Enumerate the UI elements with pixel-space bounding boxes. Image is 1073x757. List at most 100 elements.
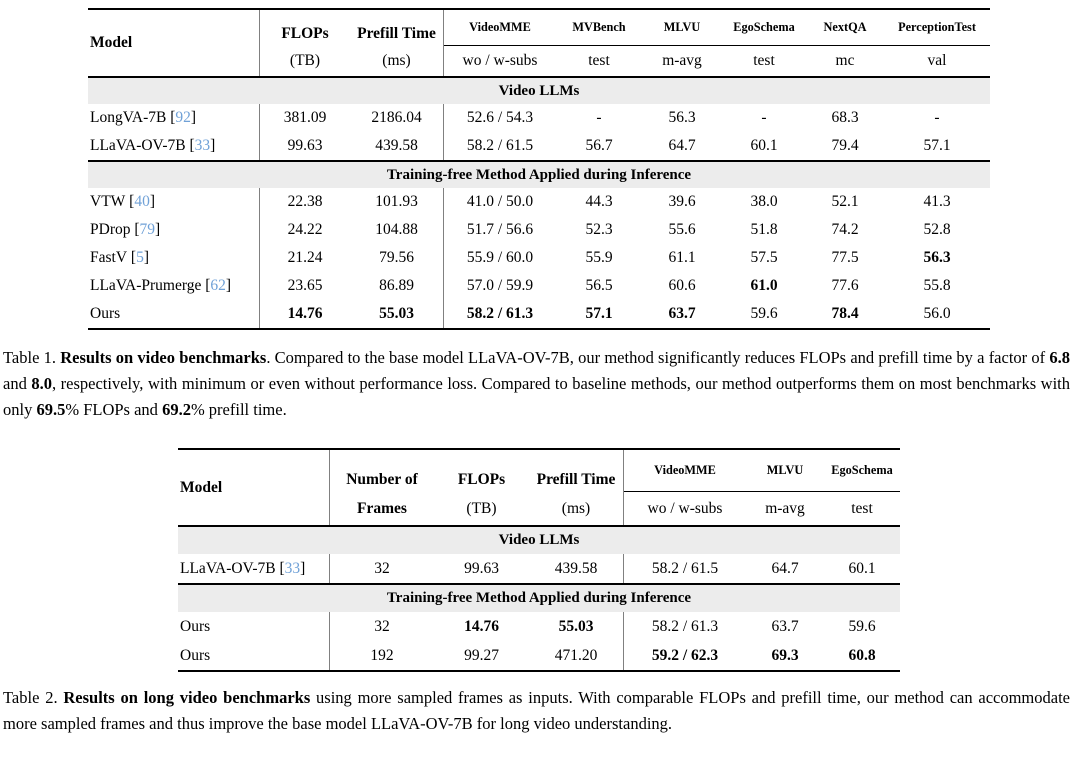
caption-bold-text: 8.0: [31, 373, 52, 393]
table1: Model FLOPs (TB) Prefill Time (ms) Video…: [88, 8, 990, 330]
col-header-model: Model: [88, 10, 260, 76]
col-header-mlvu: MLVU m-avg: [746, 450, 824, 525]
value-cell: 79.4: [831, 137, 859, 154]
value-cell: 58.2 / 61.3: [651, 617, 719, 635]
model-name: Ours: [180, 646, 211, 664]
citation-number[interactable]: 5: [136, 249, 144, 266]
value-cell: 61.1: [668, 249, 696, 266]
citation[interactable]: [79]: [130, 221, 161, 238]
citation-number[interactable]: 92: [175, 109, 191, 126]
value-cell: 58.2 / 61.5: [651, 559, 719, 577]
col-header-model-label: Model: [180, 478, 223, 496]
model-name: LLaVA-OV-7B: [90, 137, 186, 154]
benchmark-split: test: [851, 499, 873, 517]
model-name: LLaVA-OV-7B: [180, 559, 276, 577]
value-cell: 52.1: [831, 193, 859, 210]
benchmark-split: m-avg: [662, 52, 702, 69]
col-header-prefill-unit: (ms): [382, 52, 411, 69]
table2-header: Model Number of Frames FLOPs (TB) Prefil…: [178, 448, 900, 526]
value-cell: 55.6: [668, 221, 696, 238]
col-header-mlvu: MLVU m-avg: [642, 10, 722, 76]
value-cell: 77.5: [831, 249, 859, 266]
value-cell: 471.20: [529, 641, 624, 671]
model-name: FastV: [90, 249, 128, 266]
col-header-perceptiontest: PerceptionTest val: [884, 10, 990, 76]
value-cell: 101.93: [350, 188, 444, 216]
citation[interactable]: [5]: [127, 249, 150, 266]
col-header-frames-label: Number of: [346, 471, 418, 489]
citation[interactable]: [92]: [166, 109, 197, 126]
model-name: VTW: [90, 193, 126, 210]
citation-number[interactable]: 33: [284, 559, 301, 577]
value-cell: 77.6: [831, 277, 859, 294]
value-cell: 192: [370, 646, 394, 664]
citation[interactable]: [40]: [125, 193, 156, 210]
citation-number[interactable]: 33: [194, 137, 211, 154]
value-cell: 60.1: [750, 137, 778, 154]
col-header-flops-unit: (TB): [466, 499, 497, 517]
model-name: PDrop: [90, 221, 131, 238]
model-cell: LLaVA-OV-7B [33]: [178, 554, 330, 584]
value-cell: 57.1: [923, 137, 951, 154]
benchmark-split: wo / w-subs: [647, 499, 723, 517]
section-band: Training-free Method Applied during Infe…: [88, 160, 990, 188]
model-cell: LLaVA-Prumerge [62]: [88, 272, 260, 300]
value-cell: 32: [374, 617, 390, 635]
col-header-model-label: Model: [90, 34, 133, 51]
value-cell: 78.4: [831, 305, 859, 322]
citation[interactable]: [33]: [275, 559, 306, 577]
col-header-prefill-unit: (ms): [561, 499, 591, 517]
value-cell: 58.2 / 61.5: [466, 137, 534, 154]
value-cell: 57.1: [585, 305, 613, 322]
value-cell: 99.63: [287, 137, 323, 154]
benchmark-name: EgoSchema: [722, 10, 806, 46]
value-cell: 99.27: [464, 646, 499, 664]
value-cell: 439.58: [529, 554, 624, 584]
col-header-flops-label: FLOPs: [281, 25, 329, 42]
model-name: Ours: [90, 305, 121, 322]
citation[interactable]: [33]: [185, 137, 216, 154]
value-cell: 38.0: [750, 193, 778, 210]
value-cell: 44.3: [585, 193, 613, 210]
col-header-flops: FLOPs (TB): [260, 10, 350, 76]
value-cell: 41.0 / 50.0: [466, 193, 534, 210]
value-cell: 14.76: [464, 617, 499, 635]
value-cell: 56.5: [585, 277, 613, 294]
value-cell: 59.6: [848, 617, 876, 635]
value-cell: -: [761, 109, 767, 126]
value-cell: 64.7: [668, 137, 696, 154]
benchmark-name: MVBench: [556, 10, 642, 46]
citation-number[interactable]: 40: [134, 193, 150, 210]
value-cell: 23.65: [287, 277, 323, 294]
value-cell: 55.9 / 60.0: [466, 249, 534, 266]
citation[interactable]: [62]: [201, 277, 232, 294]
benchmark-split: val: [927, 52, 947, 69]
col-header-nextqa: NextQA mc: [806, 10, 884, 76]
citation-number[interactable]: 79: [139, 221, 156, 238]
value-cell: 51.7 / 56.6: [466, 221, 534, 238]
col-header-videomme: VideoMME wo / w-subs: [444, 10, 556, 76]
table2-body: Video LLMs LLaVA-OV-7B [33] 32 99.63 439.58 5…: [178, 525, 900, 673]
value-cell: 41.3: [923, 193, 951, 210]
value-cell: 2186.04: [350, 104, 444, 132]
value-cell: 99.63: [464, 559, 499, 577]
value-cell: 32: [374, 559, 390, 577]
table1-body: Video LLMs LongVA-7B [92] 381.09 2186.04 52.…: [88, 76, 990, 330]
caption-text: Table 1.: [3, 348, 61, 367]
value-cell: 79.56: [350, 244, 444, 272]
model-name: Ours: [180, 617, 211, 635]
value-cell: 60.6: [668, 277, 696, 294]
value-cell: 439.58: [350, 132, 444, 160]
citation-number[interactable]: 62: [210, 277, 226, 294]
benchmark-name: EgoSchema: [824, 450, 900, 493]
model-cell: Ours: [178, 612, 330, 642]
value-cell: 55.03: [529, 612, 624, 642]
value-cell: 74.2: [831, 221, 859, 238]
value-cell: 59.6: [750, 305, 778, 322]
model-cell: PDrop [79]: [88, 216, 260, 244]
col-header-flops: FLOPs (TB): [434, 450, 529, 525]
value-cell: 57.0 / 59.9: [466, 277, 534, 294]
table2-caption: Table 2. Results on long video benchmark…: [3, 685, 1070, 737]
section-band: Training-free Method Applied during Infe…: [178, 583, 900, 613]
col-header-prefill: Prefill Time (ms): [529, 450, 624, 526]
